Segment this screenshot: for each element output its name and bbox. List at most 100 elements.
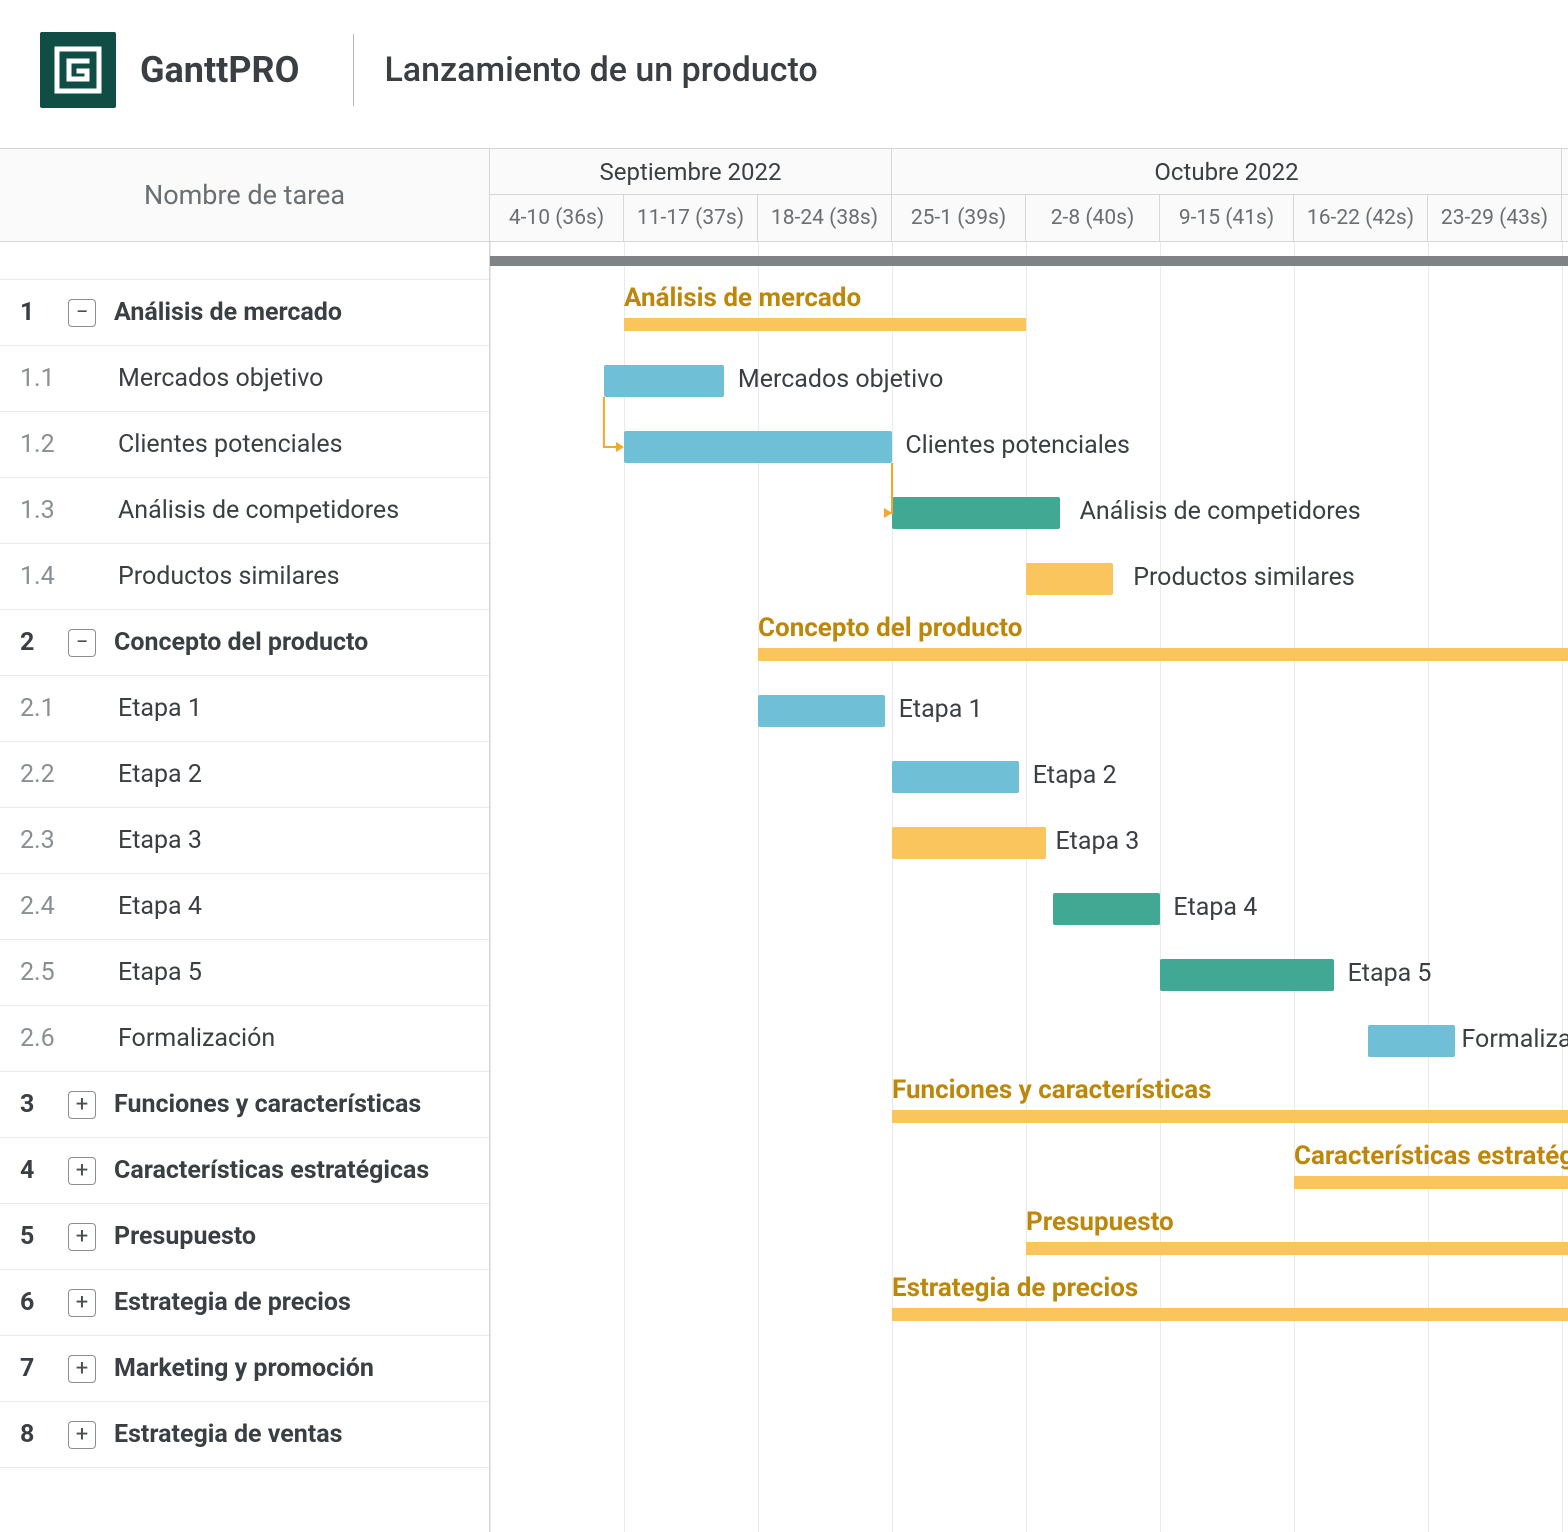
task-row[interactable]: 1.4Productos similares bbox=[0, 544, 489, 610]
row-number: 1.1 bbox=[20, 364, 68, 393]
row-number: 1.2 bbox=[20, 430, 68, 459]
task-name: Estrategia de ventas bbox=[114, 1420, 342, 1449]
summary-row[interactable]: 2−Concepto del producto bbox=[0, 610, 489, 676]
chart-row: Mercados objetivo bbox=[490, 346, 1568, 412]
chart-row: Concepto del producto bbox=[490, 610, 1568, 676]
task-rows: 1−Análisis de mercado1.1Mercados objetiv… bbox=[0, 242, 489, 1468]
task-name: Características estratégicas bbox=[114, 1156, 429, 1185]
task-row[interactable]: 1.3 Análisis de competidores bbox=[0, 478, 489, 544]
months-row: Septiembre 2022Octubre 2022 bbox=[490, 149, 1568, 195]
task-name: Análisis de competidores bbox=[118, 496, 399, 525]
task-list-pane: Nombre de tarea 1−Análisis de mercado1.1… bbox=[0, 148, 490, 1532]
task-row[interactable]: 2.5 Etapa 5 bbox=[0, 940, 489, 1006]
task-bar-label: Productos similares bbox=[1133, 563, 1355, 592]
task-name: Presupuesto bbox=[114, 1222, 256, 1251]
week-cell: 11-17 (37s) bbox=[624, 195, 758, 241]
task-row[interactable]: 2.3Etapa 3 bbox=[0, 808, 489, 874]
week-cell: 4-10 (36s) bbox=[490, 195, 624, 241]
task-row[interactable]: 1.1Mercados objetivo bbox=[0, 346, 489, 412]
summary-bar[interactable] bbox=[1294, 1176, 1568, 1189]
collapse-icon[interactable]: − bbox=[68, 299, 96, 327]
spacer-row bbox=[0, 242, 489, 280]
row-number: 1.3 bbox=[20, 496, 68, 525]
timeline-scrub-bar[interactable] bbox=[490, 256, 1568, 266]
summary-bar[interactable] bbox=[624, 318, 1026, 331]
summary-row[interactable]: 4+Características estratégicas bbox=[0, 1138, 489, 1204]
summary-label: Presupuesto bbox=[1026, 1207, 1174, 1237]
task-name: Formalización bbox=[118, 1024, 275, 1053]
timeline-header: Septiembre 2022Octubre 2022 4-10 (36s)11… bbox=[490, 148, 1568, 242]
collapse-icon[interactable]: − bbox=[68, 629, 96, 657]
expand-icon[interactable]: + bbox=[68, 1157, 96, 1185]
chart-row: Productos similares bbox=[490, 544, 1568, 610]
app-root: GanttPRO Lanzamiento de un producto Nomb… bbox=[0, 0, 1568, 1532]
task-name: Estrategia de precios bbox=[114, 1288, 351, 1317]
week-cell: 25-1 (39s) bbox=[892, 195, 1026, 241]
week-cell: 2-8 (40s) bbox=[1026, 195, 1160, 241]
task-bar[interactable] bbox=[892, 761, 1019, 793]
summary-row[interactable]: 5+Presupuesto bbox=[0, 1204, 489, 1270]
task-row[interactable]: 2.1Etapa 1 bbox=[0, 676, 489, 742]
row-number: 2.5 bbox=[20, 958, 68, 987]
task-bar[interactable] bbox=[892, 497, 1060, 529]
row-number: 6 bbox=[20, 1288, 68, 1317]
task-name: Funciones y características bbox=[114, 1090, 421, 1119]
task-name: Marketing y promoción bbox=[114, 1354, 374, 1383]
chart-row: Características estratégicas bbox=[490, 1138, 1568, 1204]
weeks-row: 4-10 (36s)11-17 (37s)18-24 (38s)25-1 (39… bbox=[490, 195, 1568, 241]
task-bar-label: Etapa 5 bbox=[1348, 959, 1432, 988]
chart-row: Estrategia de precios bbox=[490, 1270, 1568, 1336]
task-row[interactable]: 2.6Formalización bbox=[0, 1006, 489, 1072]
expand-icon[interactable]: + bbox=[68, 1355, 96, 1383]
row-number: 8 bbox=[20, 1420, 68, 1449]
expand-icon[interactable]: + bbox=[68, 1289, 96, 1317]
task-name: Productos similares bbox=[118, 562, 340, 591]
summary-label: Características estratégicas bbox=[1294, 1141, 1568, 1171]
chart-row: Clientes potenciales bbox=[490, 412, 1568, 478]
expand-icon[interactable]: + bbox=[68, 1223, 96, 1251]
expand-icon[interactable]: + bbox=[68, 1421, 96, 1449]
task-bar-label: Etapa 4 bbox=[1173, 893, 1257, 922]
chart-row: Formalización bbox=[490, 1006, 1568, 1072]
summary-label: Estrategia de precios bbox=[892, 1273, 1138, 1303]
summary-bar[interactable] bbox=[892, 1308, 1568, 1321]
task-row[interactable]: 2.4Etapa 4 bbox=[0, 874, 489, 940]
task-bar[interactable] bbox=[1368, 1025, 1455, 1057]
summary-row[interactable]: 3+Funciones y características bbox=[0, 1072, 489, 1138]
summary-label: Funciones y características bbox=[892, 1075, 1212, 1105]
task-bar[interactable] bbox=[758, 695, 885, 727]
summary-label: Análisis de mercado bbox=[624, 283, 861, 313]
expand-icon[interactable]: + bbox=[68, 1091, 96, 1119]
chart-row: Etapa 2 bbox=[490, 742, 1568, 808]
header-divider bbox=[353, 34, 354, 106]
logo-icon bbox=[40, 32, 116, 108]
chart-row: Etapa 4 bbox=[490, 874, 1568, 940]
task-bar[interactable] bbox=[892, 827, 1046, 859]
task-bar[interactable] bbox=[1160, 959, 1334, 991]
summary-bar[interactable] bbox=[1026, 1242, 1568, 1255]
summary-row[interactable]: 1−Análisis de mercado bbox=[0, 280, 489, 346]
task-bar-label: Etapa 2 bbox=[1033, 761, 1117, 790]
row-number: 1 bbox=[20, 298, 68, 327]
month-cell: Septiembre 2022 bbox=[490, 149, 892, 194]
header: GanttPRO Lanzamiento de un producto bbox=[0, 0, 1568, 148]
task-row[interactable]: 2.2Etapa 2 bbox=[0, 742, 489, 808]
task-row[interactable]: 1.2Clientes potenciales bbox=[0, 412, 489, 478]
task-bar[interactable] bbox=[1026, 563, 1113, 595]
summary-row[interactable]: 7+Marketing y promoción bbox=[0, 1336, 489, 1402]
summary-bar[interactable] bbox=[892, 1110, 1568, 1123]
row-number: 2 bbox=[20, 628, 68, 657]
task-bar[interactable] bbox=[1053, 893, 1160, 925]
task-bar[interactable] bbox=[604, 365, 725, 397]
task-name: Etapa 5 bbox=[118, 958, 202, 987]
chart-body: Análisis de mercado Mercados objetivoClie… bbox=[490, 242, 1568, 1532]
task-bar[interactable] bbox=[624, 431, 892, 463]
chart-row bbox=[490, 1402, 1568, 1468]
task-bar-label: Etapa 3 bbox=[1055, 827, 1139, 856]
summary-bar[interactable] bbox=[758, 648, 1568, 661]
chart-row: Análisis de competidores bbox=[490, 478, 1568, 544]
summary-row[interactable]: 6+ Estrategia de precios bbox=[0, 1270, 489, 1336]
chart-row: Presupuesto bbox=[490, 1204, 1568, 1270]
summary-row[interactable]: 8+ Estrategia de ventas bbox=[0, 1402, 489, 1468]
chart-row: Etapa 5 bbox=[490, 940, 1568, 1006]
